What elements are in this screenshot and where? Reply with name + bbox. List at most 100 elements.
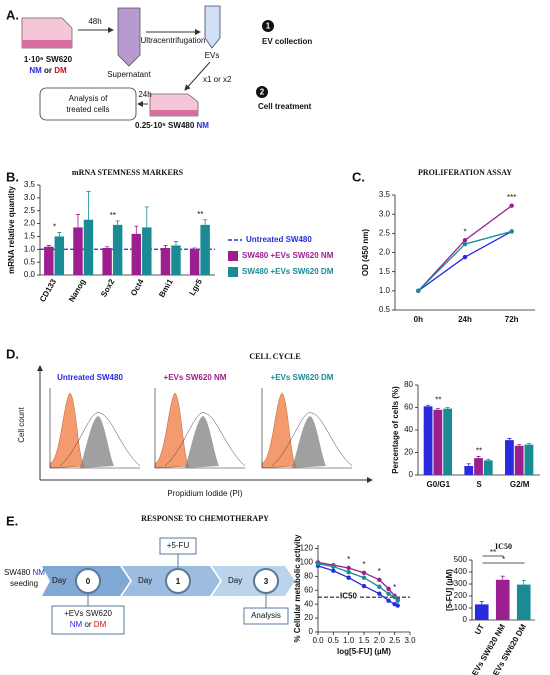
y-tick-label: 500 bbox=[454, 555, 468, 564]
step-label: EV collection bbox=[262, 37, 312, 46]
ev-tube bbox=[204, 5, 221, 49]
panel-label: E. bbox=[6, 513, 18, 528]
title: CELL CYCLE bbox=[249, 352, 300, 361]
panel-label: B. bbox=[6, 169, 19, 184]
bar bbox=[142, 227, 152, 275]
evs: +EVs SW620 bbox=[64, 609, 112, 618]
y-tick-label: 40 bbox=[404, 425, 413, 434]
bar bbox=[189, 249, 200, 275]
annotation: ** bbox=[197, 210, 203, 219]
time: 24h bbox=[138, 90, 151, 99]
medium bbox=[22, 40, 72, 48]
x-tick-label: 2.0 bbox=[374, 636, 386, 645]
point bbox=[346, 565, 351, 571]
error-bar bbox=[134, 225, 139, 234]
error-bar bbox=[445, 407, 450, 409]
y-tick-label: 120 bbox=[300, 544, 314, 553]
recipient-cells: 0.25·10⁶ SW480 NM bbox=[135, 121, 209, 130]
point bbox=[331, 564, 336, 569]
seeding: seeding bbox=[10, 579, 38, 588]
y-tick-label: 3.0 bbox=[24, 193, 36, 202]
point bbox=[377, 577, 382, 582]
day-number: 3 bbox=[264, 577, 269, 586]
series-line bbox=[417, 205, 513, 292]
or: or bbox=[84, 620, 91, 629]
timeline: RESPONSE TO CHEMOTHERAPY SW480 NM seedin… bbox=[4, 514, 295, 635]
bar bbox=[495, 579, 510, 620]
annotation: ** bbox=[476, 447, 482, 456]
step-badge bbox=[256, 86, 268, 98]
bar bbox=[514, 445, 524, 475]
x-tick-label: CD133 bbox=[38, 277, 59, 304]
point bbox=[395, 598, 400, 603]
y-tick-label: 100 bbox=[300, 558, 314, 567]
error-bar bbox=[192, 247, 197, 250]
error-bar bbox=[86, 191, 91, 220]
chart-title: IC50 bbox=[495, 542, 512, 551]
annotation: * bbox=[53, 223, 56, 232]
analysis-box bbox=[39, 87, 137, 121]
bar bbox=[44, 246, 54, 275]
error-bar bbox=[500, 575, 505, 580]
bar bbox=[474, 604, 489, 620]
bar bbox=[505, 440, 514, 475]
recipient: 0.25·10⁶ SW480 bbox=[135, 121, 195, 130]
cell-cycle: CELL CYCLE Cell count Propidium Iodide (… bbox=[17, 352, 373, 498]
bar bbox=[160, 248, 171, 275]
y-tick-label: 3.0 bbox=[379, 209, 391, 218]
step-label: Cell treatment bbox=[258, 102, 312, 111]
x-tick-label: S bbox=[476, 480, 482, 489]
panel-label: C. bbox=[352, 169, 365, 184]
error-bar bbox=[486, 458, 491, 461]
point bbox=[377, 591, 382, 596]
x-tick-label: Lgr5 bbox=[188, 277, 205, 297]
y-tick-label: 0.0 bbox=[24, 270, 36, 279]
y-tick-label: 40 bbox=[304, 599, 313, 608]
y-tick-label: 1.0 bbox=[24, 244, 36, 253]
x-tick-label: G2/M bbox=[510, 480, 530, 489]
day-number: 1 bbox=[176, 577, 181, 586]
x-tick-label: 2.5 bbox=[389, 636, 401, 645]
point bbox=[315, 561, 321, 566]
x-label: log[5-FU] (µM) bbox=[337, 647, 391, 656]
bar bbox=[73, 227, 83, 275]
bar bbox=[83, 219, 94, 275]
seeding: SW480 NM bbox=[4, 568, 45, 577]
ev-box bbox=[51, 605, 125, 635]
point bbox=[361, 575, 367, 580]
y-tick-label: 0.5 bbox=[24, 257, 36, 266]
bar bbox=[464, 466, 474, 475]
y-tick-label: 1.0 bbox=[379, 286, 391, 295]
bar bbox=[102, 248, 112, 275]
x-tick-label: 3.0 bbox=[404, 636, 416, 645]
analysis: Analysis bbox=[251, 611, 281, 620]
x-tick-label: UT bbox=[473, 622, 486, 636]
x-tick-label: 0h bbox=[414, 315, 423, 324]
annotation: * bbox=[393, 583, 396, 592]
error-bar bbox=[435, 408, 440, 410]
day: Day bbox=[52, 576, 66, 585]
histogram-title: +EVs SW620 NM bbox=[164, 373, 227, 382]
y-tick-label: 0.5 bbox=[379, 305, 391, 314]
point bbox=[462, 254, 468, 260]
day: Day bbox=[228, 576, 242, 585]
x-tick-label: Bmi1 bbox=[157, 277, 175, 299]
y-tick-label: 400 bbox=[454, 567, 468, 576]
histogram-title: Untreated SW480 bbox=[57, 373, 123, 382]
day: Day bbox=[138, 576, 152, 585]
ev-condition: NM or DM bbox=[70, 620, 107, 629]
y-tick-label: 80 bbox=[304, 571, 313, 580]
y-tick-label: 1.5 bbox=[379, 267, 391, 276]
or: or bbox=[44, 66, 52, 75]
x-tick-label: 24h bbox=[458, 315, 472, 324]
annotation: *** bbox=[507, 193, 516, 202]
x-tick-label: Sox2 bbox=[99, 277, 117, 299]
step-number: 2 bbox=[260, 88, 265, 97]
annotation: * bbox=[347, 555, 350, 564]
error-bar bbox=[115, 220, 120, 225]
point bbox=[462, 238, 468, 243]
y-tick-label: 0 bbox=[463, 615, 468, 624]
legend-label: Untreated SW480 bbox=[246, 235, 312, 244]
analysis: Analysis of bbox=[69, 94, 108, 103]
point bbox=[346, 569, 351, 575]
